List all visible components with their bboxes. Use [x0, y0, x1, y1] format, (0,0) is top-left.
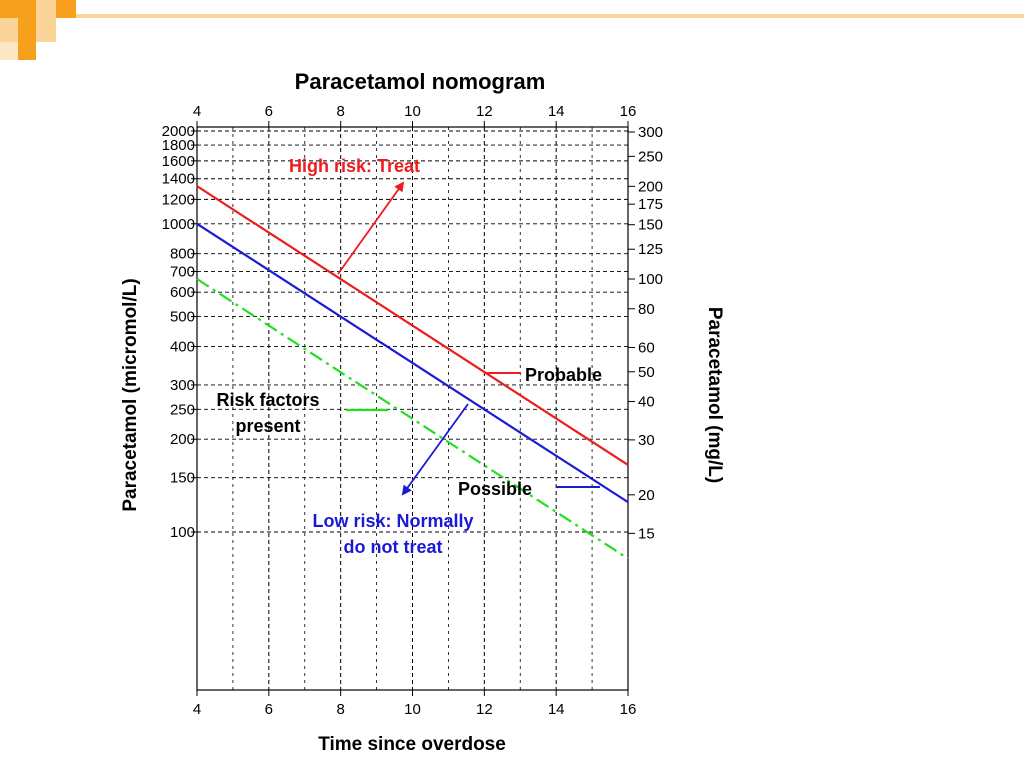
left-tick-label: 700 [170, 264, 195, 281]
deco-square-orange-3 [18, 18, 36, 42]
x-tick-label-top: 10 [404, 103, 421, 120]
chart-title: Paracetamol nomogram [295, 69, 546, 94]
x-tick-label-bottom: 4 [193, 701, 201, 718]
series-line-3 [196, 278, 629, 560]
low-risk-arrow [401, 403, 469, 496]
x-tick-label-top: 12 [476, 103, 493, 120]
left-tick-label: 1800 [162, 137, 195, 154]
left-tick-label: 100 [170, 524, 195, 541]
right-tick-label: 175 [638, 196, 663, 213]
right-tick-label: 30 [638, 432, 655, 449]
left-tick-label: 250 [170, 401, 195, 418]
left-tick-label: 1200 [162, 191, 195, 208]
x-tick-label-top: 16 [620, 103, 637, 120]
left-tick-label: 400 [170, 338, 195, 355]
series [196, 185, 629, 560]
right-tick-label: 150 [638, 217, 663, 234]
left-tick-label: 1400 [162, 171, 195, 188]
low-risk-label-line1: Low risk: Normally [312, 511, 473, 531]
deco-square-light-2 [0, 18, 18, 42]
left-axis-title: Paracetamol (micromol/L) [120, 278, 141, 511]
left-tick-label: 1600 [162, 153, 195, 170]
x-tick-label-top: 4 [193, 103, 201, 120]
risk-factors-label-line2: present [235, 416, 300, 436]
right-tick-label: 15 [638, 525, 655, 542]
high-risk-arrow [337, 181, 405, 275]
right-tick-label: 250 [638, 148, 663, 165]
left-tick-label: 200 [170, 431, 195, 448]
deco-square-light-3 [36, 18, 56, 42]
x-tick-label-bottom: 16 [620, 701, 637, 718]
right-tick-label: 200 [638, 178, 663, 195]
x-tick-label-top: 6 [265, 103, 273, 120]
left-tick-label: 800 [170, 246, 195, 263]
x-tick-label-top: 14 [548, 103, 565, 120]
grid [197, 127, 628, 690]
left-tick-label: 1000 [162, 216, 195, 233]
right-tick-label: 300 [638, 124, 663, 141]
deco-header-bar [76, 14, 1024, 18]
right-axis-title: Paracetamol (mg/L) [704, 307, 725, 483]
risk-factors-label-line1: Risk factors [216, 390, 319, 410]
deco-square-orange-2 [56, 0, 76, 18]
x-tick-label-top: 8 [336, 103, 344, 120]
deco-square-light-1 [36, 0, 56, 18]
probable-label: Probable [525, 365, 602, 385]
x-tick-label-bottom: 12 [476, 701, 493, 718]
right-tick-label: 50 [638, 364, 655, 381]
x-tick-label-bottom: 6 [265, 701, 273, 718]
left-tick-label: 150 [170, 470, 195, 487]
series-line-1 [196, 185, 629, 466]
left-tick-label: 500 [170, 309, 195, 326]
slide-header-decoration [0, 0, 1024, 60]
deco-square-orange-4 [18, 42, 36, 60]
annotations: High risk: Treat Probable Possible Low risk… [216, 156, 602, 557]
deco-square-light-4 [0, 42, 18, 60]
right-tick-label: 60 [638, 339, 655, 356]
x-axis-title: Time since overdose [318, 734, 506, 755]
low-risk-label-line2: do not treat [344, 537, 443, 557]
right-tick-label: 40 [638, 394, 655, 411]
x-tick-label-bottom: 10 [404, 701, 421, 718]
right-tick-label: 125 [638, 241, 663, 258]
possible-label: Possible [458, 479, 532, 499]
right-tick-label: 100 [638, 271, 663, 288]
x-tick-label-bottom: 8 [336, 701, 344, 718]
left-tick-label: 300 [170, 377, 195, 394]
left-tick-label: 600 [170, 284, 195, 301]
left-tick-label: 2000 [162, 123, 195, 140]
x-tick-label-bottom: 14 [548, 701, 565, 718]
high-risk-label: High risk: Treat [289, 156, 420, 176]
right-tick-label: 80 [638, 301, 655, 318]
deco-square-orange-1 [0, 0, 36, 18]
series-line-2 [196, 222, 629, 504]
right-tick-label: 20 [638, 487, 655, 504]
